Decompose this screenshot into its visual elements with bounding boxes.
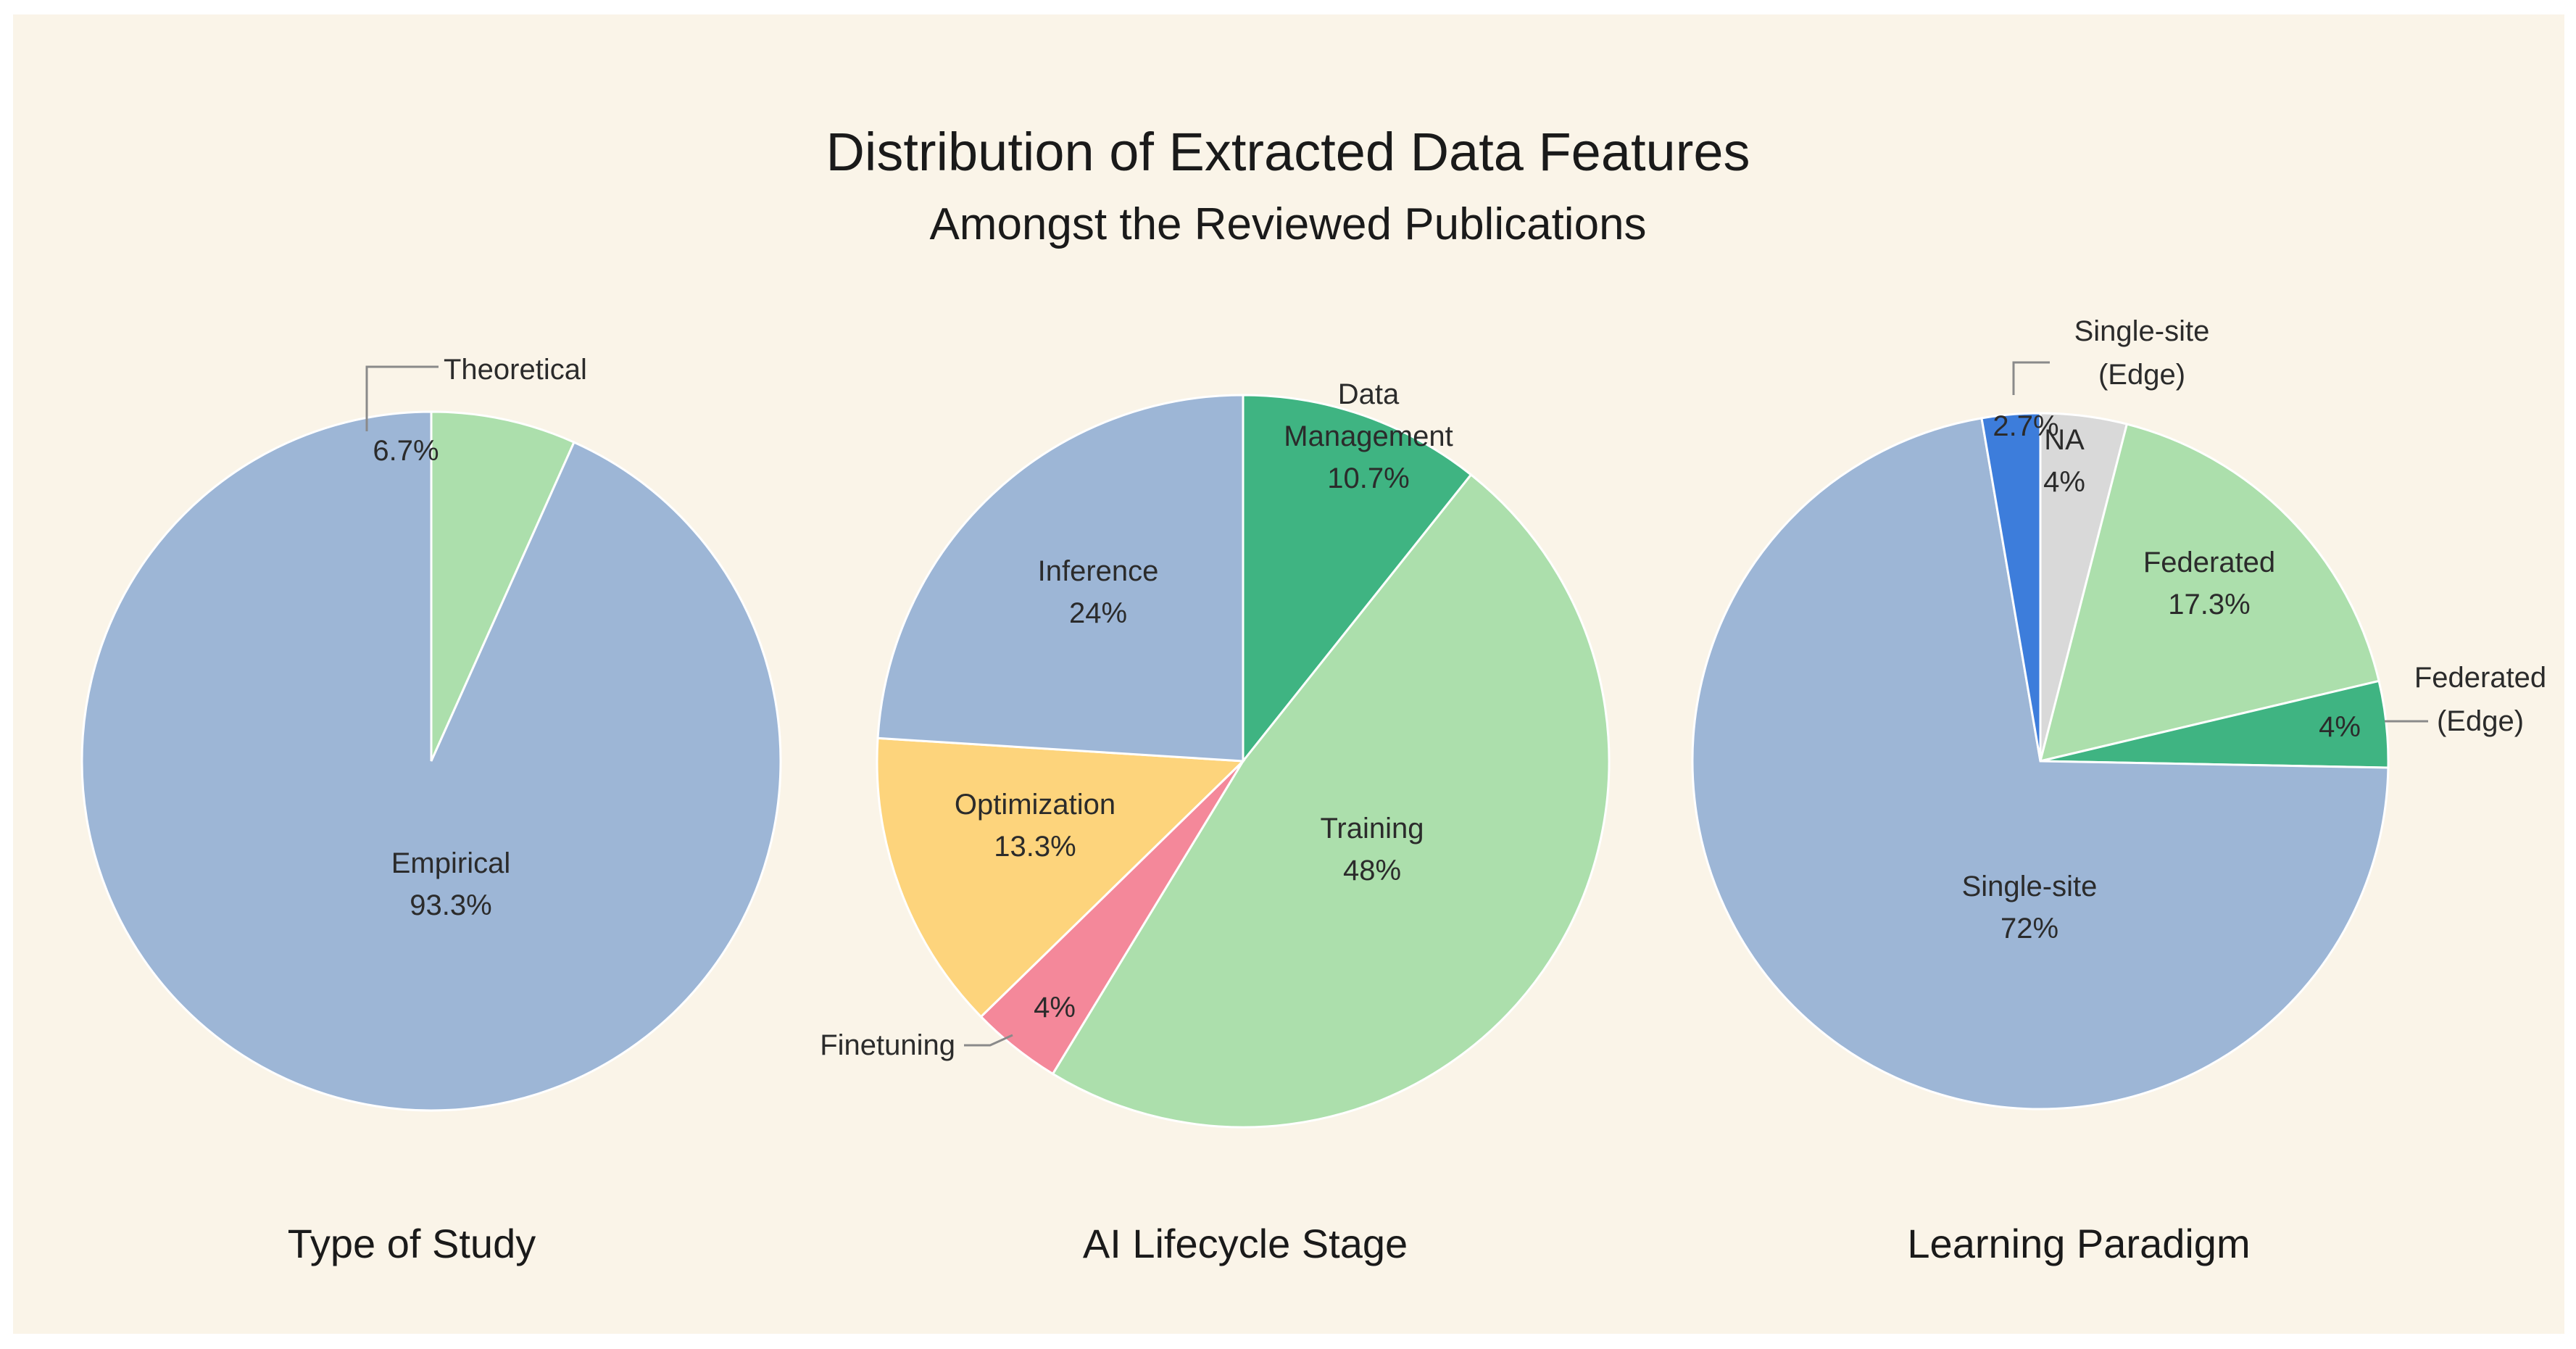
pie-title-2: Learning Paradigm	[1907, 1221, 2250, 1266]
pie-slice-single-site	[1691, 417, 2390, 1111]
pie-slice-federated	[2038, 423, 2380, 763]
slice-value-finetuning: 4%	[1034, 992, 1076, 1024]
slice-label-na: NA 4%	[2043, 424, 2085, 498]
pie-slice-theoretical	[430, 410, 576, 762]
pie-slice-data-management	[1242, 394, 1473, 765]
pie-slice-training	[1051, 473, 1611, 1129]
pie-title-0: Type of Study	[288, 1221, 536, 1266]
slice-label-finetuning: Finetuning	[820, 1029, 955, 1061]
slice-label-federated-edge: Federated (Edge)	[2414, 662, 2546, 737]
pie-slice-optimization	[876, 736, 1246, 1018]
chart-title: Distribution of Extracted Data Features	[826, 122, 1750, 182]
leader-line-single-site-edge	[2012, 361, 2050, 395]
pie-slice-single-site-edge	[1980, 412, 2042, 762]
slice-value-federated-edge: 4%	[2319, 711, 2361, 743]
slice-label-single-site-edge: Single-site (Edge)	[2074, 315, 2210, 391]
slice-label-data-management: Data Management 10.7%	[1284, 378, 1453, 494]
slice-label-federated: Federated 17.3%	[2143, 547, 2275, 620]
slice-label-single-site: Single-site 72%	[1962, 871, 2098, 945]
slice-label-empirical: Empirical 93.3%	[391, 847, 510, 921]
slice-label-theoretical: Theoretical	[444, 354, 587, 386]
pie-slice-empirical	[80, 410, 782, 1112]
slice-value-theoretical: 6.7%	[373, 435, 439, 467]
leader-line-theoretical	[365, 365, 439, 431]
leader-line-finetuning	[964, 1034, 1013, 1047]
slice-label-optimization: Optimization 13.3%	[955, 789, 1115, 863]
slice-label-training: Training 48%	[1320, 813, 1424, 887]
slice-label-inference: Inference 24%	[1038, 555, 1159, 629]
pie-title-1: AI Lifecycle Stage	[1083, 1221, 1408, 1266]
slice-value-single-site-edge: 2.7%	[1993, 410, 2058, 442]
pie-slice-inference	[876, 394, 1245, 763]
chart-subtitle: Amongst the Reviewed Publications	[929, 199, 1646, 249]
